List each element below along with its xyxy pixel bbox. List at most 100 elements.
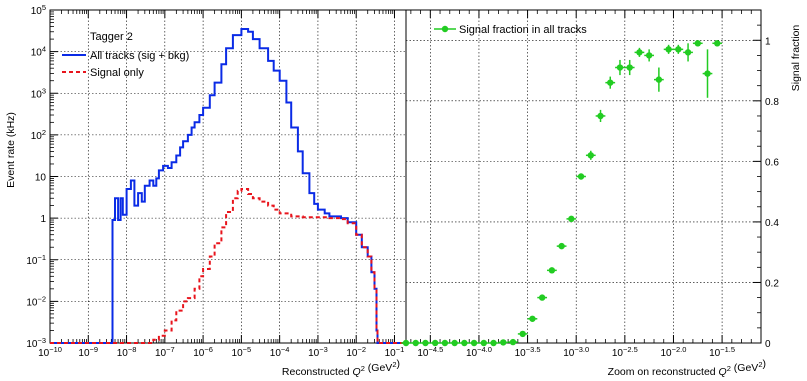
right-y-tick-label: 0.2 [765, 278, 779, 289]
left-y-tick-label: 10 [35, 173, 47, 184]
right-x-tick-label: 10−3.5 [515, 345, 541, 359]
left-y-tick-label: 103 [31, 86, 46, 100]
point-marker [616, 64, 624, 71]
point-marker [607, 79, 614, 86]
signal-fraction-point [410, 339, 421, 347]
point-marker [704, 70, 711, 77]
right-x-tick-label: 10−3.0 [563, 345, 589, 359]
right-y-axis-label: Signal fraction [790, 25, 802, 92]
legend-label: Signal fraction in all tracks [459, 24, 587, 36]
legend-label: All tracks (sig + bkg) [90, 50, 189, 62]
left-x-tick-label: 10−4 [270, 345, 290, 359]
point-marker [451, 339, 458, 347]
right-panel: 10−4.5 10−4.0 10−3.5 10−3.0 10−2.5 10−2.0 10−1… [401, 9, 802, 378]
point-marker [645, 52, 653, 59]
left-x-axis-label: Reconstructed Q2 (GeV2) [282, 358, 400, 378]
left-y-tick-label: 10−2 [26, 294, 46, 308]
right-legend: Signal fraction in all tracks [434, 24, 587, 36]
signal-fraction-point [644, 49, 655, 62]
right-x-tick-label: 10−2.5 [612, 345, 638, 359]
signal-fraction-point [673, 44, 684, 54]
signal-fraction-point [654, 67, 664, 92]
signal-fraction-point [449, 339, 460, 347]
point-marker [548, 267, 556, 274]
signal-fraction-point [702, 49, 713, 98]
right-x-tick-label: 10−1.5 [709, 345, 735, 359]
point-marker [412, 339, 419, 347]
point-marker [694, 40, 701, 47]
signal-fraction-point [605, 76, 616, 89]
point-marker [500, 339, 507, 346]
left-panel: 10−10 10−9 10−8 10−7 10−6 10−5 10−4 10−3 10−2 10−… [5, 3, 407, 378]
right-grid [406, 10, 761, 343]
left-y-axis-label: Event rate (kHz) [5, 112, 17, 188]
point-marker [558, 242, 565, 250]
signal-fraction-point [624, 59, 635, 76]
point-marker [529, 315, 536, 322]
all-tracks-histogram [50, 28, 406, 344]
left-y-tick-label: 102 [31, 128, 46, 142]
point-marker [402, 339, 410, 347]
point-marker [490, 339, 497, 347]
point-marker [684, 49, 692, 56]
signal-fraction-point [420, 339, 431, 347]
point-marker [675, 46, 682, 53]
point-marker [577, 173, 585, 180]
signal-fraction-point [615, 59, 625, 76]
signal-fraction-point [683, 43, 693, 62]
point-marker [568, 215, 575, 223]
left-y-tick-label: 1 [40, 214, 46, 225]
left-x-tick-labels: 10−10 10−9 10−8 10−7 10−6 10−5 10−4 10−3 10−2 10−… [38, 345, 404, 359]
signal-fraction-point [585, 150, 596, 160]
right-x-axis-label: Zoom on reconstructed Q2 (GeV2) [608, 358, 766, 378]
signal-fraction-point [576, 173, 586, 180]
point-marker [587, 152, 594, 159]
signal-fraction-point [459, 339, 470, 347]
point-marker [714, 40, 721, 47]
right-y-tick-label: 0.4 [765, 218, 779, 229]
left-x-tick-label: 10−9 [78, 345, 98, 359]
signal-fraction-point [498, 339, 509, 346]
signal-fraction-point [430, 339, 441, 347]
signal-fraction-point [517, 330, 528, 338]
point-marker [470, 339, 478, 347]
point-marker [431, 339, 439, 347]
left-x-tick-label: 10−7 [155, 345, 175, 359]
left-x-tick-label: 10−1 [385, 345, 405, 359]
point-marker [441, 339, 449, 347]
left-y-tick-label: 105 [31, 3, 46, 17]
left-y-tick-label: 10−1 [26, 253, 46, 267]
left-grid [50, 10, 406, 343]
right-x-tick-label: 10−2.0 [660, 345, 686, 359]
signal-fraction-point [663, 44, 674, 54]
right-x-tick-labels: 10−4.5 10−4.0 10−3.5 10−3.0 10−2.5 10−2.0 10−1… [417, 345, 735, 359]
signal-fraction-point [712, 40, 723, 47]
signal-fraction-point [556, 242, 567, 250]
point-marker [480, 339, 488, 347]
left-x-tick-label: 10−8 [117, 345, 137, 359]
point-marker [519, 330, 526, 338]
signal-fraction-point [508, 338, 518, 346]
signal-fraction-point [401, 339, 411, 347]
left-x-tick-label: 10−6 [193, 345, 213, 359]
right-y-tick-label: 0.8 [765, 97, 779, 108]
left-x-tick-label: 10−2 [346, 345, 366, 359]
signal-fraction-point [692, 40, 703, 47]
signal-fraction-point [469, 339, 479, 347]
right-x-tick-label: 10−4.5 [417, 345, 443, 359]
left-x-tick-label: 10−3 [308, 345, 328, 359]
point-marker [655, 76, 663, 83]
point-marker [636, 49, 643, 56]
point-marker [422, 339, 429, 347]
signal-fraction-point [440, 339, 450, 347]
right-y-tick-label: 1 [765, 36, 771, 47]
point-marker [509, 338, 517, 346]
legend-label: Signal only [90, 67, 144, 79]
left-y-tick-label: 10−3 [26, 336, 46, 350]
point-marker [665, 46, 672, 53]
left-x-tick-label: 10−5 [232, 345, 252, 359]
right-y-tick-label: 0 [765, 339, 771, 350]
signal-fraction-point [478, 339, 489, 347]
signal-fraction-point [566, 215, 577, 223]
right-series-group [401, 40, 723, 347]
